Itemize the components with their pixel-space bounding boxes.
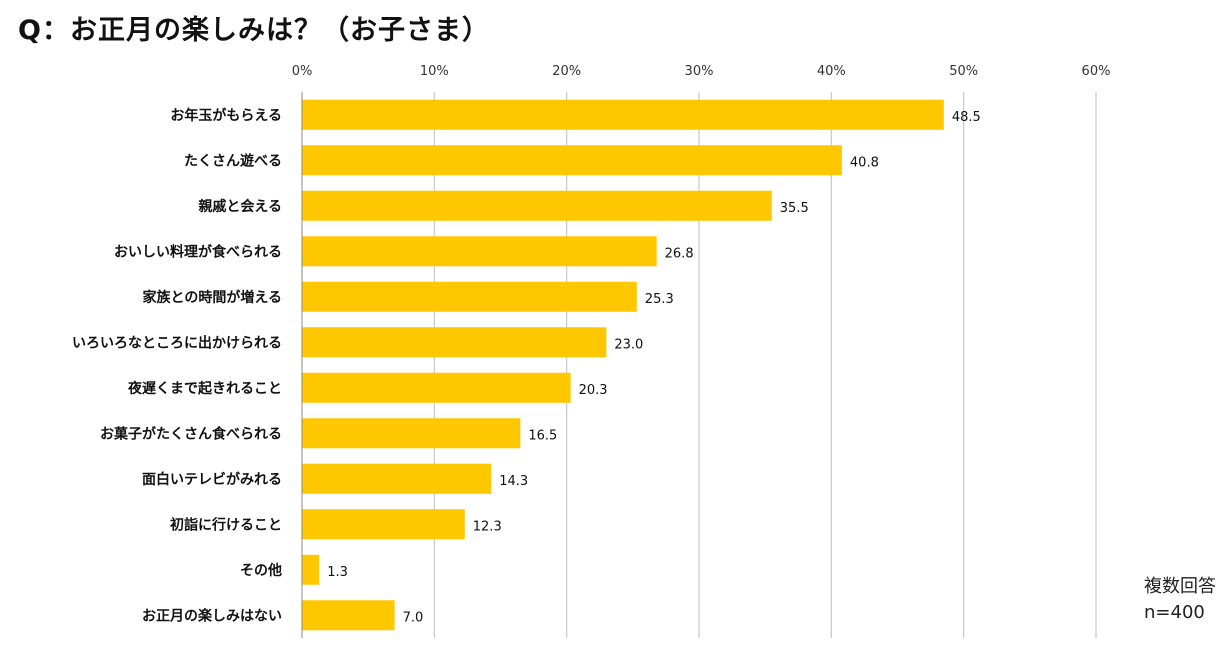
x-tick-label: 10% [420, 64, 449, 79]
bar [302, 463, 492, 494]
data-label: 20.3 [579, 383, 608, 398]
bar [302, 600, 395, 631]
category-label: お菓子がたくさん食べられる [100, 425, 282, 442]
note-sample-size: n=400 [1144, 602, 1205, 623]
data-label: 23.0 [614, 337, 643, 352]
x-axis-ticks: 0% 10% 20% 30% 40% 50% 60% [292, 64, 1111, 79]
data-label: 1.3 [327, 565, 348, 580]
data-label: 7.0 [403, 610, 424, 625]
data-label: 26.8 [665, 246, 694, 261]
bar [302, 190, 772, 221]
x-tick-label: 50% [949, 64, 978, 79]
category-label: お年玉がもらえる [170, 107, 282, 124]
category-label: 夜遅くまで起きれること [127, 380, 282, 397]
bar [302, 99, 944, 130]
data-label: 12.3 [473, 519, 502, 534]
category-label: おいしい料理が食べられる [114, 243, 282, 260]
category-label: その他 [240, 562, 282, 579]
note-multiple-answer: 複数回答 [1144, 576, 1216, 597]
category-label: お正月の楽しみはない [142, 607, 282, 624]
x-tick-label: 60% [1082, 64, 1111, 79]
category-label: 家族との時間が増える [143, 289, 282, 306]
category-label: たくさん遊べる [184, 152, 282, 169]
x-tick-label: 30% [685, 64, 714, 79]
data-label: 48.5 [952, 110, 981, 125]
category-label: 親戚と会える [198, 198, 282, 215]
data-label: 35.5 [780, 201, 809, 216]
bar [302, 327, 607, 358]
bar [302, 418, 521, 449]
sample-note: 複数回答 n=400 [1144, 574, 1216, 626]
data-label: 14.3 [499, 474, 528, 489]
x-tick-label: 40% [817, 64, 846, 79]
bar [302, 554, 320, 585]
category-label: いろいろなところに出かけられる [72, 334, 282, 351]
data-label: 40.8 [850, 155, 879, 170]
category-label: 面白いテレビがみれる [142, 471, 282, 488]
data-label: 16.5 [528, 428, 557, 443]
gridlines [433, 92, 1097, 638]
data-label: 25.3 [645, 292, 674, 307]
category-labels: お年玉がもらえるたくさん遊べる親戚と会えるおいしい料理が食べられる家族との時間が… [72, 107, 282, 625]
bar [302, 236, 657, 267]
bar [302, 509, 465, 540]
data-labels: 48.5 40.8 35.5 26.8 25.3 23.0 20.3 16.5 14.3 12.3… [327, 110, 981, 626]
x-tick-label: 0% [292, 64, 313, 79]
category-label: 初詣に行けること [170, 516, 282, 533]
bars [302, 99, 944, 631]
bar [302, 372, 571, 403]
chart-title: Q：お正月の楽しみは？（お子さま） [18, 15, 490, 46]
bar [302, 145, 842, 176]
x-tick-label: 20% [552, 64, 581, 79]
bar [302, 281, 637, 312]
